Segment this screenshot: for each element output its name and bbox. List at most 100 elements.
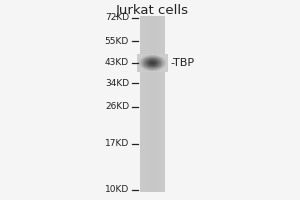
Bar bbox=[160, 69, 161, 70]
Bar bbox=[166, 57, 167, 58]
Bar bbox=[137, 70, 138, 71]
Bar bbox=[155, 56, 156, 57]
Bar bbox=[165, 61, 166, 62]
Bar bbox=[167, 70, 168, 71]
Bar bbox=[142, 60, 143, 61]
Bar bbox=[161, 67, 162, 68]
Bar bbox=[146, 56, 147, 57]
Bar bbox=[156, 56, 157, 57]
Bar bbox=[164, 67, 165, 68]
Bar bbox=[162, 54, 163, 55]
Bar bbox=[154, 56, 155, 57]
Bar bbox=[146, 65, 147, 66]
Bar bbox=[139, 71, 140, 72]
Bar bbox=[164, 56, 165, 57]
Bar bbox=[140, 57, 141, 58]
Bar bbox=[154, 65, 155, 66]
Bar bbox=[167, 59, 168, 60]
Bar bbox=[143, 65, 144, 66]
Bar bbox=[150, 68, 151, 69]
Bar bbox=[160, 16, 161, 192]
Bar bbox=[150, 60, 151, 61]
Bar bbox=[140, 58, 141, 59]
Bar bbox=[142, 69, 143, 70]
Bar bbox=[146, 68, 147, 69]
Bar bbox=[155, 59, 156, 60]
Bar bbox=[155, 55, 156, 56]
Bar bbox=[139, 56, 140, 57]
Bar bbox=[152, 57, 153, 58]
Bar bbox=[167, 60, 168, 61]
Bar bbox=[137, 56, 138, 57]
Bar bbox=[164, 56, 165, 57]
Bar bbox=[159, 56, 160, 57]
Bar bbox=[149, 54, 150, 55]
Bar bbox=[154, 71, 155, 72]
Bar bbox=[140, 68, 141, 69]
Bar bbox=[161, 69, 162, 70]
Bar bbox=[140, 56, 141, 57]
Bar bbox=[151, 70, 152, 71]
Bar bbox=[165, 65, 166, 66]
Bar bbox=[151, 57, 152, 58]
Bar bbox=[156, 69, 157, 70]
Bar bbox=[147, 59, 148, 60]
Bar bbox=[140, 61, 141, 62]
Bar bbox=[149, 56, 150, 57]
Bar bbox=[167, 64, 168, 65]
Bar bbox=[143, 55, 144, 56]
Bar bbox=[148, 68, 149, 69]
Bar bbox=[156, 60, 157, 61]
Bar bbox=[154, 69, 155, 70]
Bar bbox=[162, 56, 163, 57]
Bar bbox=[162, 57, 163, 58]
Bar bbox=[139, 70, 140, 71]
Bar bbox=[161, 57, 162, 58]
Bar bbox=[150, 71, 151, 72]
Bar bbox=[151, 58, 152, 59]
Bar bbox=[158, 62, 159, 63]
Bar bbox=[162, 71, 163, 72]
Bar bbox=[161, 65, 162, 66]
Bar bbox=[156, 65, 157, 66]
Bar bbox=[141, 61, 142, 62]
Bar bbox=[166, 61, 167, 62]
Bar bbox=[137, 70, 138, 71]
Bar bbox=[164, 62, 165, 63]
Bar bbox=[167, 60, 168, 61]
Bar bbox=[166, 71, 167, 72]
Bar bbox=[144, 60, 145, 61]
Bar bbox=[138, 66, 139, 67]
Bar bbox=[144, 58, 145, 59]
Bar bbox=[143, 54, 144, 55]
Bar bbox=[150, 70, 151, 71]
Bar bbox=[167, 63, 168, 64]
Bar bbox=[149, 66, 150, 67]
Bar bbox=[143, 66, 144, 67]
Bar bbox=[141, 66, 142, 67]
Bar bbox=[152, 59, 153, 60]
Bar bbox=[149, 61, 150, 62]
Bar bbox=[154, 66, 155, 67]
Bar bbox=[162, 65, 163, 66]
Bar bbox=[143, 65, 144, 66]
Bar bbox=[167, 57, 168, 58]
Bar bbox=[157, 60, 158, 61]
Bar bbox=[162, 60, 163, 61]
Bar bbox=[151, 67, 152, 68]
Bar bbox=[159, 57, 160, 58]
Bar bbox=[147, 62, 148, 63]
Bar bbox=[146, 55, 147, 56]
Bar bbox=[143, 67, 144, 68]
Bar bbox=[153, 70, 154, 71]
Bar bbox=[161, 54, 162, 55]
Bar bbox=[155, 54, 156, 55]
Bar bbox=[164, 55, 165, 56]
Bar bbox=[150, 69, 151, 70]
Bar bbox=[142, 61, 143, 62]
Bar bbox=[149, 64, 150, 65]
Text: 72KD: 72KD bbox=[105, 14, 129, 22]
Bar bbox=[165, 69, 166, 70]
Bar bbox=[153, 63, 154, 64]
Bar bbox=[166, 70, 167, 71]
